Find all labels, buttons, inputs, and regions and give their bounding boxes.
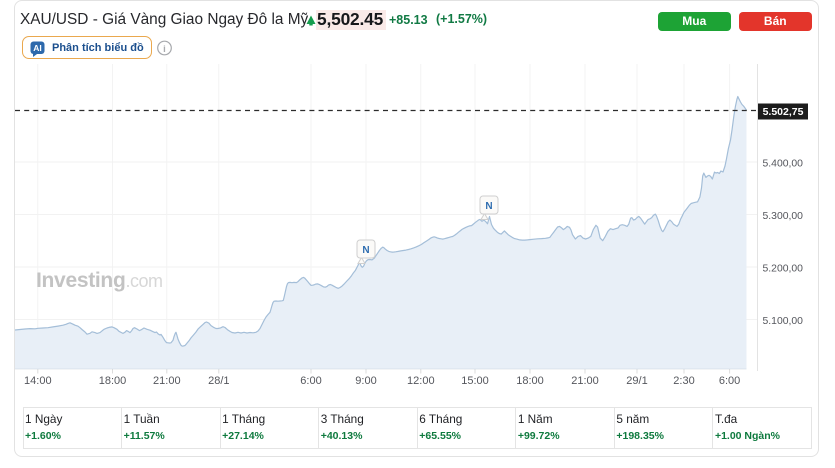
svg-text:14:00: 14:00 <box>24 375 52 387</box>
svg-text:6:00: 6:00 <box>719 375 740 387</box>
svg-text:6:00: 6:00 <box>300 375 321 387</box>
svg-text:21:00: 21:00 <box>153 375 181 387</box>
svg-text:21:00: 21:00 <box>571 375 599 387</box>
svg-text:5.502,75: 5.502,75 <box>763 106 804 118</box>
svg-text:15:00: 15:00 <box>461 375 489 387</box>
svg-text:i: i <box>163 44 166 55</box>
svg-text:2:30: 2:30 <box>673 375 694 387</box>
svg-text:AI: AI <box>33 43 42 53</box>
svg-text:18:00: 18:00 <box>99 375 127 387</box>
svg-text:29/1: 29/1 <box>626 375 647 387</box>
svg-text:N: N <box>362 245 369 256</box>
svg-text:9:00: 9:00 <box>355 375 376 387</box>
svg-text:5.200,00: 5.200,00 <box>763 264 804 275</box>
svg-text:28/1: 28/1 <box>208 375 229 387</box>
svg-text:12:00: 12:00 <box>407 375 435 387</box>
svg-text:18:00: 18:00 <box>516 375 544 387</box>
svg-text:5.300,00: 5.300,00 <box>763 211 804 222</box>
svg-text:Investing.com: Investing.com <box>36 269 163 292</box>
svg-text:N: N <box>485 201 492 212</box>
svg-text:5.400,00: 5.400,00 <box>763 159 804 170</box>
svg-text:5.100,00: 5.100,00 <box>763 316 804 327</box>
